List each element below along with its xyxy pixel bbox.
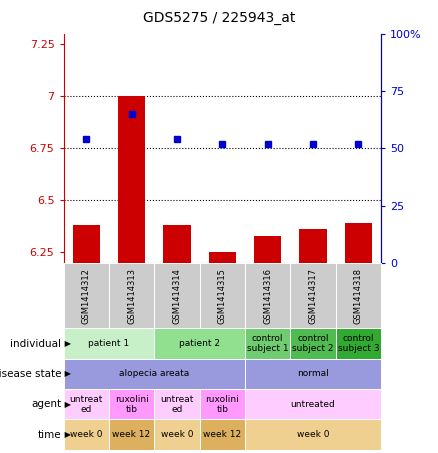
Text: week 0: week 0	[161, 430, 193, 439]
Text: GSM1414314: GSM1414314	[173, 268, 181, 323]
Text: control
subject 3: control subject 3	[338, 334, 379, 353]
Text: patient 2: patient 2	[179, 339, 220, 348]
Text: ruxolini
tib: ruxolini tib	[205, 395, 239, 414]
Bar	[118, 96, 145, 263]
Text: ▶: ▶	[62, 400, 71, 409]
Bar	[345, 223, 372, 263]
Text: patient 1: patient 1	[88, 339, 130, 348]
Text: ▶: ▶	[62, 430, 71, 439]
Text: disease state: disease state	[0, 369, 61, 379]
Text: GSM1414312: GSM1414312	[82, 268, 91, 323]
Bar	[254, 236, 281, 263]
Text: week 12: week 12	[113, 430, 151, 439]
Text: GSM1414313: GSM1414313	[127, 268, 136, 323]
Text: alopecia areata: alopecia areata	[119, 370, 189, 378]
Text: week 0: week 0	[70, 430, 102, 439]
Text: agent: agent	[31, 399, 61, 410]
Text: week 0: week 0	[297, 430, 329, 439]
Text: individual: individual	[11, 338, 61, 349]
Bar	[300, 230, 327, 263]
Text: week 12: week 12	[203, 430, 241, 439]
Text: GDS5275 / 225943_at: GDS5275 / 225943_at	[143, 11, 295, 25]
Bar	[208, 252, 236, 263]
Text: GSM1414315: GSM1414315	[218, 268, 227, 323]
Text: GSM1414318: GSM1414318	[354, 268, 363, 323]
Bar	[73, 225, 100, 263]
Text: ruxolini
tib: ruxolini tib	[115, 395, 148, 414]
Text: time: time	[38, 429, 61, 440]
Text: ▶: ▶	[62, 370, 71, 378]
Bar	[163, 225, 191, 263]
Text: GSM1414316: GSM1414316	[263, 268, 272, 323]
Text: untreat
ed: untreat ed	[160, 395, 194, 414]
Text: untreat
ed: untreat ed	[70, 395, 103, 414]
Text: control
subject 1: control subject 1	[247, 334, 289, 353]
Text: ▶: ▶	[62, 339, 71, 348]
Text: GSM1414317: GSM1414317	[308, 268, 318, 323]
Text: control
subject 2: control subject 2	[292, 334, 334, 353]
Text: normal: normal	[297, 370, 329, 378]
Text: untreated: untreated	[291, 400, 336, 409]
